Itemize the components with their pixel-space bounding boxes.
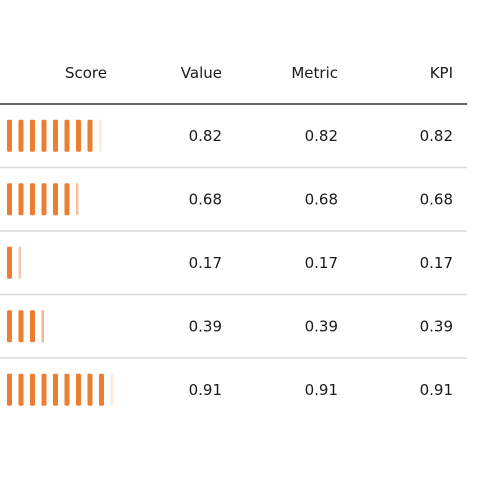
header-row: Score Value Metric KPI — [65, 64, 453, 82]
score-bar-partial-segment — [99, 119, 102, 152]
score-bar-segment — [76, 373, 81, 406]
score-bar-segment — [18, 310, 24, 343]
table-row: 0.68 0.68 0.68 — [0, 183, 467, 232]
score-bar-segment — [41, 183, 47, 216]
metric-cell: 0.82 — [305, 127, 338, 145]
score-bar-segment — [7, 373, 12, 406]
column-header-score: Score — [65, 64, 107, 82]
score-bar-segment — [41, 119, 47, 152]
score-bar-segment — [64, 183, 70, 216]
score-bar — [7, 183, 79, 216]
score-bar — [7, 373, 113, 406]
score-bar-segment — [7, 310, 12, 343]
score-bar-partial-segment — [110, 373, 113, 406]
table-row: 0.17 0.17 0.17 — [0, 246, 467, 296]
value-cell: 0.17 — [189, 254, 222, 272]
score-bar-segment — [18, 373, 24, 406]
column-header-metric: Metric — [291, 64, 338, 82]
value-cell: 0.91 — [189, 381, 222, 399]
score-bar-segment — [18, 183, 24, 216]
metric-cell: 0.17 — [305, 254, 338, 272]
value-cell: 0.68 — [189, 190, 222, 208]
metric-cell: 0.39 — [305, 317, 338, 335]
table-row: 0.39 0.39 0.39 — [0, 310, 467, 359]
score-bar-segment — [7, 246, 12, 279]
table-row: 0.91 0.91 0.91 — [7, 373, 453, 406]
score-bar — [7, 310, 44, 343]
score-bar-segment — [41, 373, 47, 406]
score-bar-segment — [76, 119, 81, 152]
score-bar-segment — [53, 373, 58, 406]
score-bar-partial-segment — [76, 183, 79, 216]
kpi-cell: 0.39 — [420, 317, 453, 335]
score-bar-segment — [99, 373, 104, 406]
score-bar-segment — [18, 119, 24, 152]
metric-cell: 0.68 — [305, 190, 338, 208]
table-body: 0.82 0.82 0.82 0.68 0.68 0.68 0.17 0.17 0.17 0.39… — [0, 119, 467, 406]
column-header-kpi: KPI — [430, 64, 453, 82]
score-bar-segment — [30, 183, 35, 216]
score-bar-segment — [30, 310, 35, 343]
score-bar-segment — [30, 119, 35, 152]
score-bar-segment — [7, 119, 12, 152]
kpi-cell: 0.17 — [420, 254, 453, 272]
score-bar-segment — [53, 183, 58, 216]
score-bar-segment — [64, 119, 70, 152]
score-bar — [7, 246, 21, 279]
score-bar-partial-segment — [41, 310, 44, 343]
score-bar-segment — [53, 119, 58, 152]
score-bar-partial-segment — [18, 246, 21, 279]
kpi-cell: 0.68 — [420, 190, 453, 208]
column-header-value: Value — [181, 64, 222, 82]
value-cell: 0.39 — [189, 317, 222, 335]
score-bar-segment — [87, 119, 93, 152]
score-bar-segment — [7, 183, 12, 216]
kpi-cell: 0.82 — [420, 127, 453, 145]
table-row: 0.82 0.82 0.82 — [0, 119, 467, 169]
value-cell: 0.82 — [189, 127, 222, 145]
score-bar-segment — [87, 373, 93, 406]
score-bar-segment — [64, 373, 70, 406]
kpi-cell: 0.91 — [420, 381, 453, 399]
metric-cell: 0.91 — [305, 381, 338, 399]
score-bar-segment — [30, 373, 35, 406]
score-bar — [7, 119, 102, 152]
